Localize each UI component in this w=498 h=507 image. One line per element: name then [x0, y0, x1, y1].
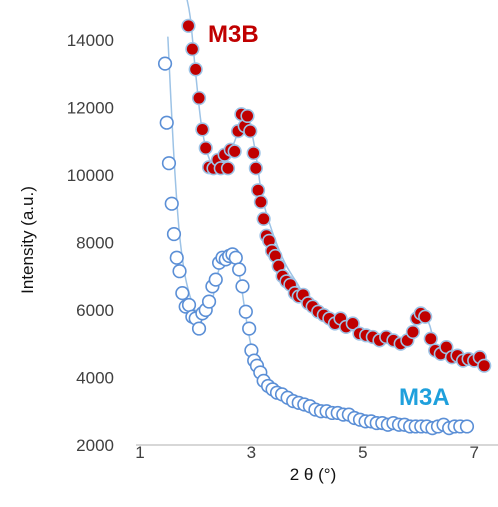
y-tick-label-14000: 14000 — [67, 31, 114, 50]
point-m3b-43 — [345, 316, 360, 331]
curve-m3a — [167, 36, 469, 428]
point-m3a-3 — [164, 196, 179, 211]
x-tick-label-1: 1 — [135, 443, 144, 462]
point-m3a-9 — [181, 297, 197, 313]
y-tick-label-12000: 12000 — [67, 99, 114, 118]
point-m3a-24 — [232, 262, 247, 277]
point-m3b-20 — [248, 161, 263, 176]
point-m3a-69 — [459, 419, 475, 434]
point-m3b-19 — [246, 145, 261, 161]
point-m3b-11 — [220, 161, 236, 176]
point-m3b-66 — [477, 358, 492, 373]
x-axis-title: 2 θ (°) — [290, 465, 336, 484]
point-m3a-5 — [169, 250, 184, 265]
y-tick-label-2000: 2000 — [76, 436, 114, 455]
point-m3b-55 — [418, 309, 433, 324]
x-tick-labels: 1 3 5 7 — [135, 443, 479, 462]
point-m3b-18 — [243, 124, 258, 139]
point-m3a-26 — [238, 304, 253, 319]
point-m3a-6 — [172, 264, 187, 279]
y-tick-label-6000: 6000 — [76, 301, 114, 320]
point-m3b-5 — [198, 140, 213, 156]
y-tick-labels: 2000 4000 6000 8000 10000 12000 14000 — [67, 31, 114, 455]
series-curves — [167, 0, 486, 428]
point-m3a-2 — [161, 156, 177, 171]
point-m3a-23 — [228, 250, 243, 265]
point-m3a-0 — [157, 56, 173, 71]
point-m3a-1 — [159, 115, 174, 130]
point-m3b-17 — [240, 108, 255, 124]
point-m3b-0 — [181, 18, 196, 33]
y-tick-label-4000: 4000 — [76, 369, 114, 388]
series-label-m3b: M3B — [208, 21, 259, 48]
point-m3b-4 — [195, 122, 210, 137]
point-m3b-13 — [227, 144, 242, 159]
point-m3a-27 — [242, 321, 257, 336]
curve-m3b — [186, 0, 486, 362]
point-m3a-12 — [191, 321, 207, 336]
x-tick-label-7: 7 — [469, 443, 478, 462]
point-m3b-1 — [185, 42, 200, 57]
x-tick-label-3: 3 — [247, 443, 256, 462]
point-m3b-22 — [253, 194, 268, 210]
point-m3a-17 — [208, 272, 223, 287]
point-m3a-25 — [235, 279, 250, 294]
point-m3b-3 — [191, 90, 207, 106]
y-tick-label-10000: 10000 — [67, 166, 114, 185]
point-m3b-56 — [423, 331, 438, 346]
point-m3a-7 — [175, 286, 190, 301]
point-m3a-4 — [166, 226, 182, 242]
x-tick-label-5: 5 — [358, 443, 367, 462]
series-points — [157, 18, 492, 436]
point-m3b-52 — [405, 324, 421, 340]
point-m3b-2 — [188, 62, 203, 77]
point-m3a-15 — [201, 294, 217, 309]
y-tick-label-8000: 8000 — [76, 234, 114, 253]
series-label-m3a: M3A — [399, 384, 450, 411]
point-m3b-23 — [256, 211, 271, 226]
y-axis-title: Intensity (a.u.) — [18, 186, 37, 294]
point-m3b-21 — [250, 183, 266, 198]
